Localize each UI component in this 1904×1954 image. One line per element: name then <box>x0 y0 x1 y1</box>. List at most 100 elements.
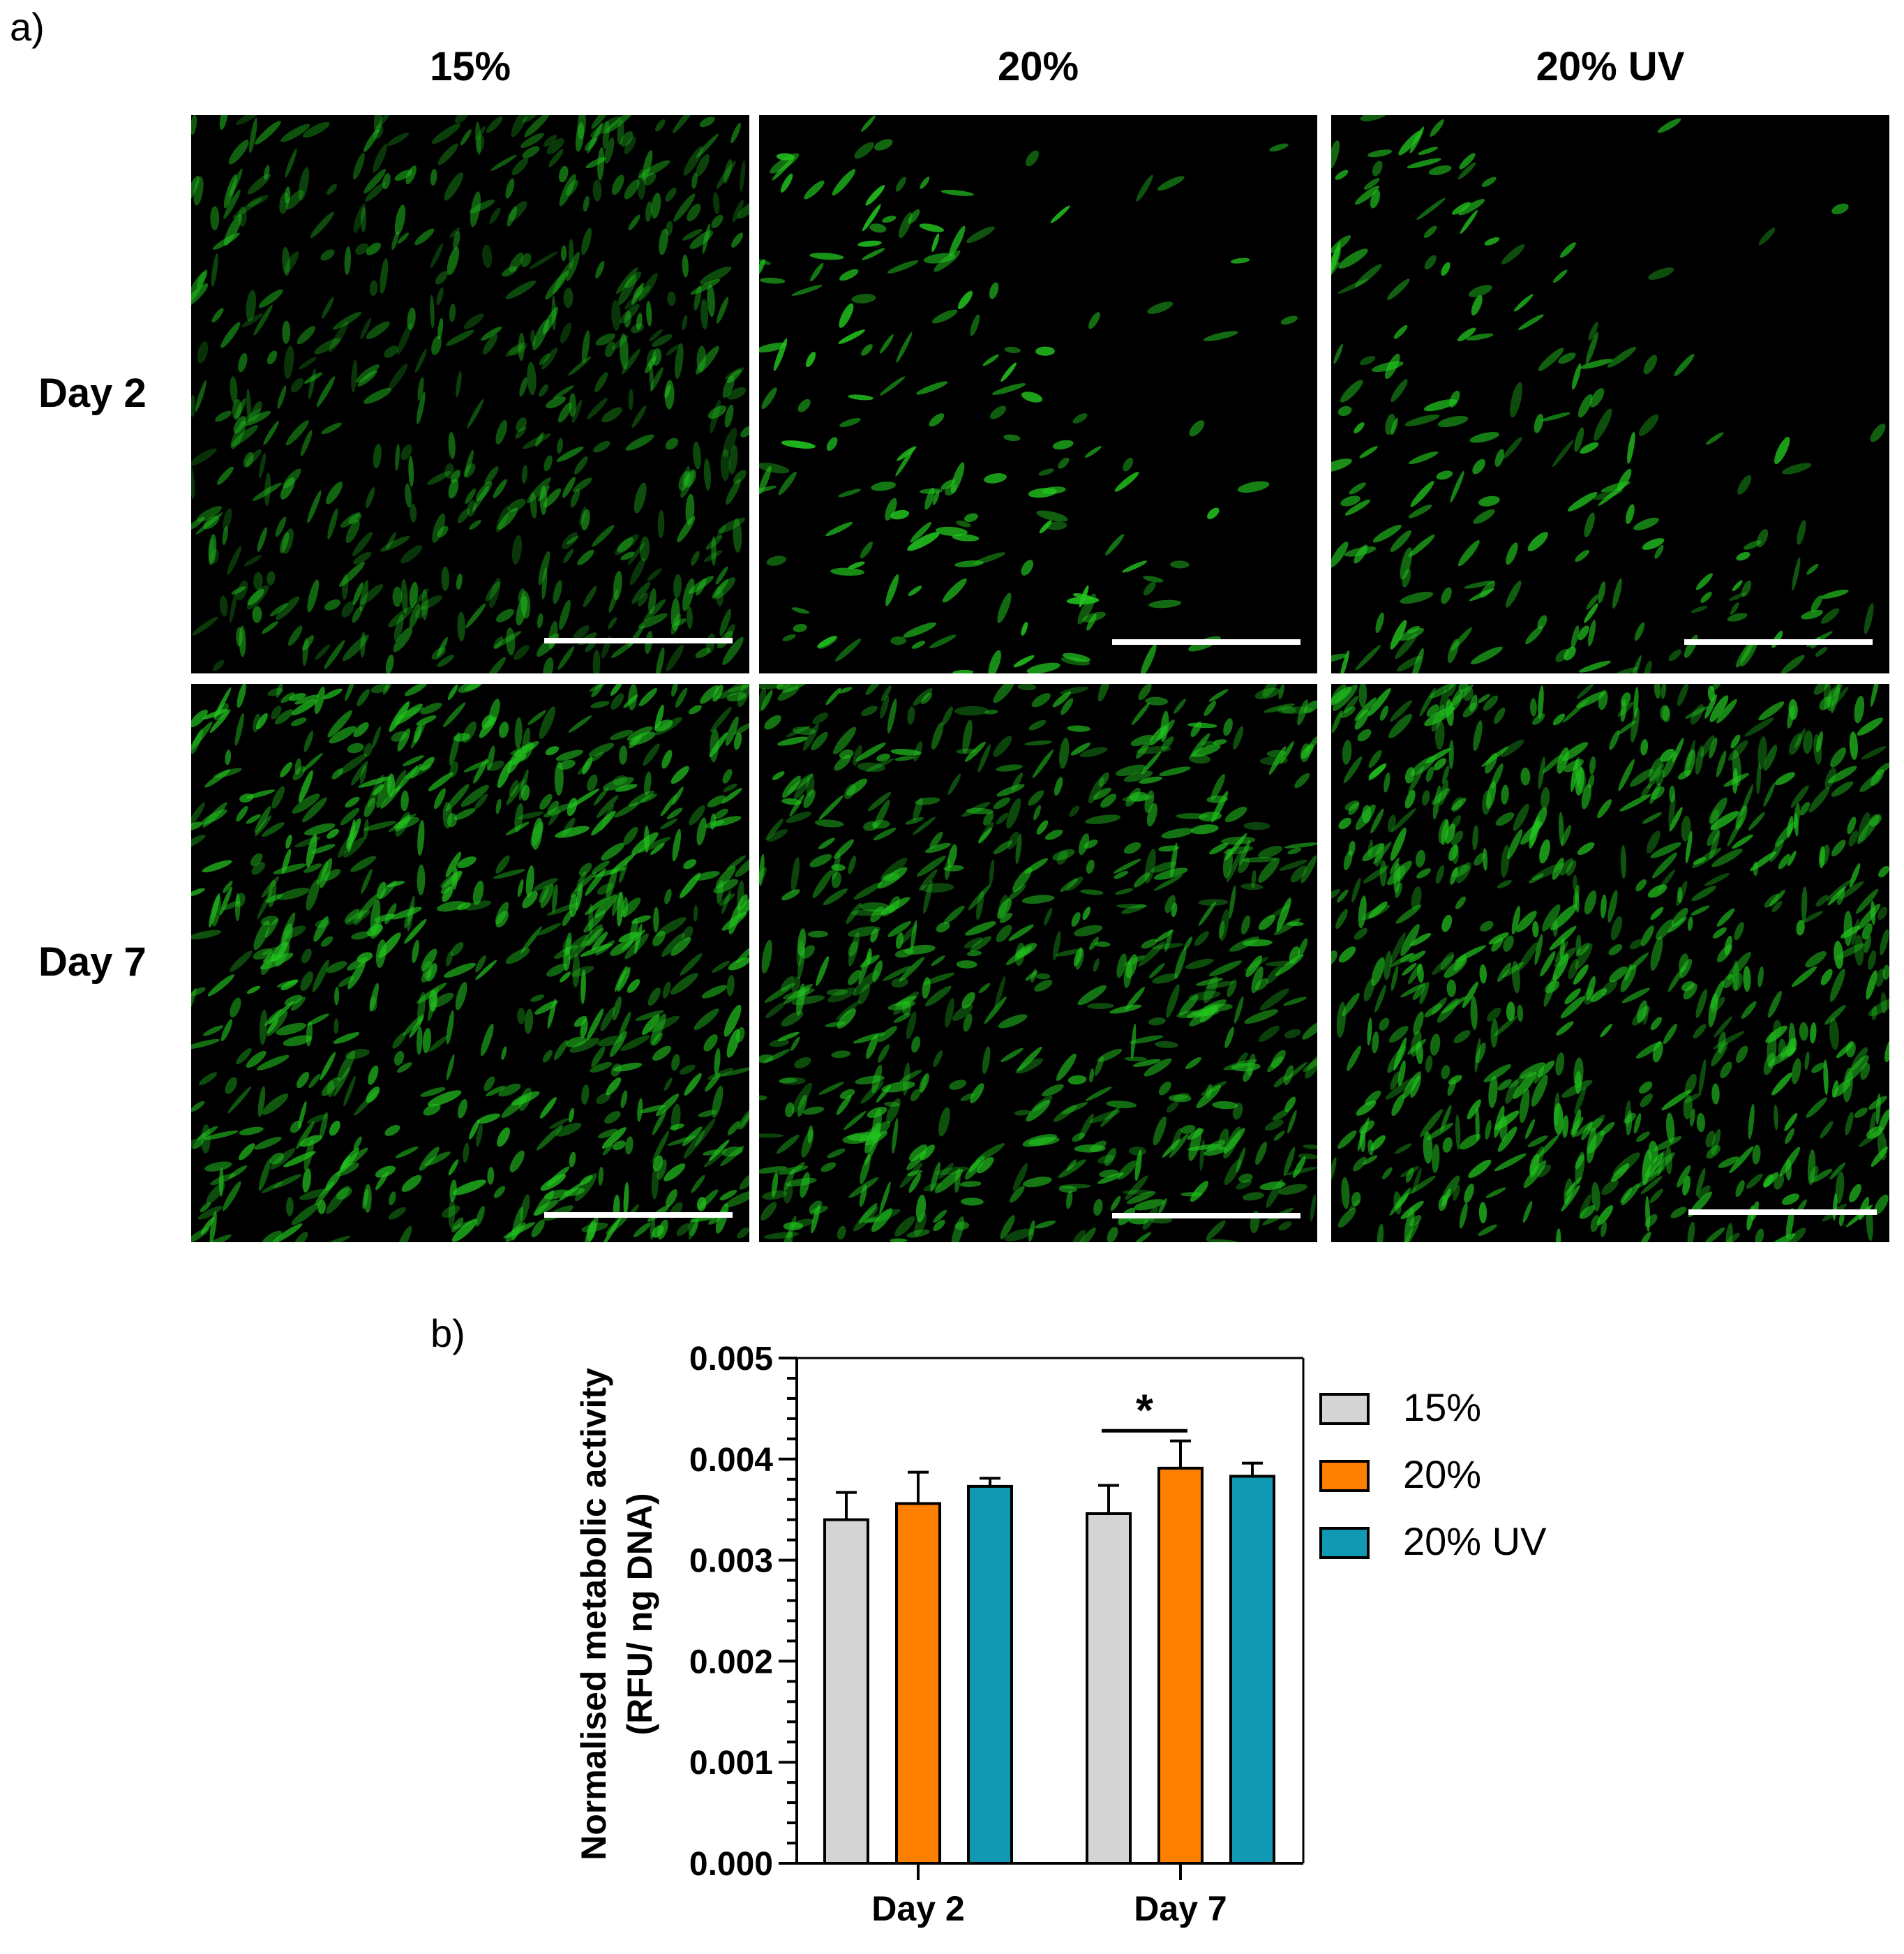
cell <box>807 1125 814 1144</box>
cell <box>1162 1138 1181 1158</box>
cell <box>1425 766 1434 782</box>
cell <box>1440 1105 1452 1132</box>
cell <box>862 204 881 232</box>
cell <box>726 692 747 702</box>
cell <box>759 867 767 882</box>
cell <box>505 178 515 199</box>
cell <box>724 1190 749 1208</box>
cell <box>1836 1043 1853 1059</box>
cell <box>1259 1181 1286 1191</box>
cell <box>535 432 544 447</box>
cell <box>1408 535 1435 558</box>
cell <box>624 271 642 289</box>
cell <box>343 837 365 858</box>
cell <box>1245 955 1263 978</box>
cell <box>908 209 920 224</box>
cell <box>509 1150 525 1172</box>
cell <box>949 1080 967 1090</box>
cell <box>993 736 1012 757</box>
cell <box>595 940 615 956</box>
cell <box>1372 161 1383 177</box>
cell <box>1285 1167 1317 1176</box>
cell <box>215 410 232 422</box>
cell <box>1687 916 1693 932</box>
cell <box>1469 431 1499 443</box>
cell <box>505 345 524 357</box>
cell <box>360 584 384 605</box>
cell <box>493 869 525 879</box>
y-axis-label: Normalised metabolic activity <box>574 1368 613 1860</box>
cell <box>1617 701 1634 717</box>
cell <box>447 813 458 828</box>
cell <box>970 1083 984 1103</box>
cell <box>1071 912 1081 927</box>
cell <box>448 1159 459 1176</box>
cell <box>509 342 527 356</box>
cell <box>264 1008 283 1027</box>
cell <box>1227 850 1243 883</box>
cell <box>683 859 697 870</box>
cell <box>1785 1128 1795 1144</box>
cell <box>1343 756 1363 784</box>
cell <box>1144 1058 1172 1077</box>
cell <box>878 1044 890 1063</box>
cell <box>1727 613 1748 622</box>
cell <box>485 581 501 602</box>
cell <box>343 1075 356 1107</box>
cell <box>620 131 634 147</box>
cell <box>1556 1228 1561 1242</box>
cell <box>1706 1145 1721 1159</box>
cell <box>620 1035 650 1051</box>
cell <box>521 784 530 801</box>
cell <box>587 123 603 154</box>
cell <box>719 609 732 636</box>
cell <box>1861 746 1887 760</box>
cell <box>384 345 398 358</box>
cell <box>534 1190 555 1216</box>
cell <box>276 684 283 698</box>
cell <box>580 924 603 948</box>
cell <box>993 797 1011 810</box>
cell <box>1143 581 1156 596</box>
cell <box>666 644 684 672</box>
cell <box>1774 436 1790 465</box>
cell <box>1647 763 1665 789</box>
cell <box>1626 504 1635 524</box>
cell <box>814 819 844 828</box>
cell <box>1026 150 1039 167</box>
cell <box>290 1120 302 1133</box>
cell <box>1571 1109 1582 1138</box>
cell <box>832 169 856 196</box>
cell <box>1039 520 1052 534</box>
cell <box>250 401 262 422</box>
cell <box>624 285 651 310</box>
cell <box>1476 1042 1486 1064</box>
cell <box>1139 776 1162 784</box>
cell <box>1501 962 1524 978</box>
cell <box>1463 687 1474 701</box>
cell <box>1238 840 1251 865</box>
cell <box>294 694 320 705</box>
cell <box>1791 1058 1801 1084</box>
cell <box>1730 734 1741 749</box>
cell <box>1716 699 1737 724</box>
cell <box>1557 747 1569 774</box>
cell <box>1804 1051 1810 1071</box>
cell <box>1044 829 1063 840</box>
cell <box>1579 660 1611 673</box>
cell <box>419 595 442 610</box>
cell <box>1331 542 1349 568</box>
cell <box>1400 953 1416 963</box>
cell <box>463 1142 470 1163</box>
cell <box>1203 976 1218 1004</box>
cell <box>269 1152 284 1165</box>
cell <box>1375 612 1384 634</box>
cell <box>996 925 1012 943</box>
cell <box>1661 684 1667 699</box>
cell <box>587 398 608 419</box>
cell <box>1644 660 1652 673</box>
cell <box>693 904 698 922</box>
x-tick-label: Day 2 <box>871 1889 964 1928</box>
cell <box>1589 388 1605 408</box>
cell <box>1735 1180 1745 1198</box>
